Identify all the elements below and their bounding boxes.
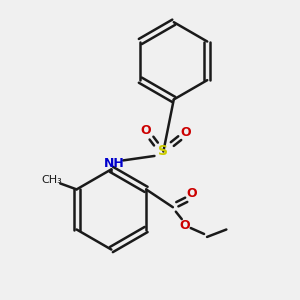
Text: O: O [179, 218, 190, 232]
Text: S: S [158, 145, 168, 158]
Text: O: O [180, 126, 191, 139]
Text: CH₃: CH₃ [41, 176, 62, 185]
Text: NH: NH [104, 157, 125, 170]
Text: O: O [187, 187, 197, 200]
Text: O: O [140, 124, 151, 137]
